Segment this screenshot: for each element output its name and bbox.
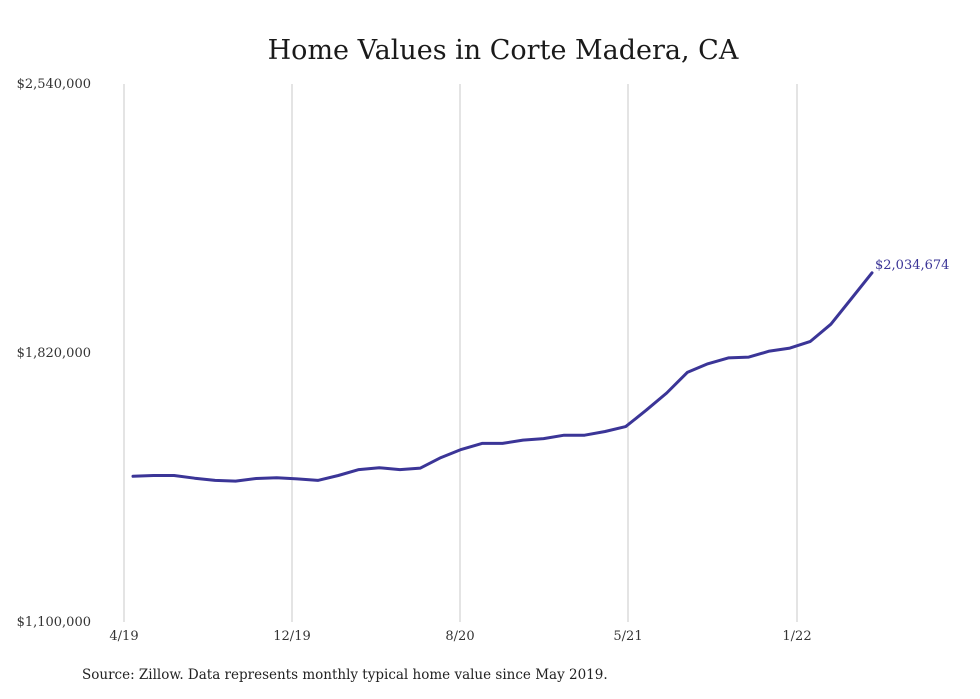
- series-line: [131, 271, 874, 483]
- chart-title: Home Values in Corte Madera, CA: [268, 35, 739, 66]
- y-tick-label: $1,820,000: [17, 346, 91, 361]
- y-axis-ticks: $2,540,000 $1,820,000 $1,100,000: [17, 77, 91, 630]
- x-tick-label: 8/20: [445, 629, 474, 644]
- x-axis-ticks: 4/19 12/19 8/20 5/21 1/22: [109, 629, 811, 644]
- y-tick-label: $2,540,000: [17, 77, 91, 92]
- source-note: Source: Zillow. Data represents monthly …: [82, 667, 608, 683]
- gridlines: [123, 84, 798, 622]
- y-tick-label: $1,100,000: [17, 615, 91, 630]
- x-tick-label: 1/22: [782, 629, 811, 644]
- x-tick-label: 4/19: [109, 629, 138, 644]
- x-tick-label: 12/19: [273, 629, 310, 644]
- end-value-label: $2,034,674: [875, 258, 949, 273]
- x-tick-label: 5/21: [613, 629, 642, 644]
